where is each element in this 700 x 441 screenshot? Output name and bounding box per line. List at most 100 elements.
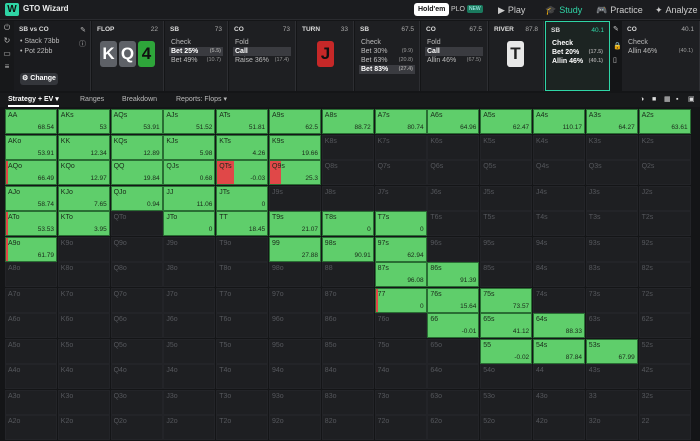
hand-cell[interactable]: T9s 21.07 xyxy=(269,211,321,236)
hand-cell[interactable]: T3o xyxy=(216,389,269,415)
table-icon[interactable]: ▭ xyxy=(3,49,11,58)
hand-cell[interactable]: JTs 0 xyxy=(216,185,269,211)
tab-strategy-ev[interactable]: Strategy + EV ▾ xyxy=(8,93,59,107)
turn-sb-action[interactable]: Bet 30% (9.9) xyxy=(359,47,415,56)
hand-cell[interactable]: ATs 51.81 xyxy=(216,109,269,134)
flop-co-action[interactable]: Raise 36% (17.4) xyxy=(233,56,291,65)
hand-cell[interactable]: 32o xyxy=(585,415,638,440)
hand-cell[interactable]: 87s 96.08 xyxy=(374,262,427,287)
hand-cell[interactable]: 53o xyxy=(480,389,533,415)
hand-cell[interactable]: 65s 41.12 xyxy=(480,313,533,338)
hand-cell[interactable]: QTs -0.03 xyxy=(216,160,269,185)
square-view-icon[interactable]: ■ xyxy=(652,96,657,103)
hand-cell[interactable]: Q4o xyxy=(110,364,163,389)
edit-icon[interactable]: ✎ xyxy=(80,27,86,34)
contrast-icon[interactable]: ◑ xyxy=(640,96,645,103)
hand-cell[interactable]: QJs 0.68 xyxy=(163,160,216,185)
hand-cell[interactable]: 92o xyxy=(269,415,321,440)
hand-cell[interactable]: 43o xyxy=(533,389,585,415)
hand-cell[interactable]: A5o xyxy=(5,338,57,364)
hand-cell[interactable]: T4o xyxy=(216,364,269,389)
hand-cell[interactable]: T6o xyxy=(216,313,269,338)
hand-cell[interactable]: AJs 51.52 xyxy=(163,109,216,134)
hand-cell[interactable]: J5s xyxy=(480,185,533,211)
hand-cell[interactable]: T7s 0 xyxy=(374,211,427,236)
hand-cell[interactable]: K5o xyxy=(57,338,110,364)
hand-cell[interactable]: J6o xyxy=(163,313,216,338)
hand-cell[interactable]: A3s 64.27 xyxy=(585,109,638,134)
hand-cell[interactable]: 77 0 xyxy=(374,287,427,313)
hand-cell[interactable]: K2o xyxy=(57,415,110,440)
hand-cell[interactable]: TT 18.45 xyxy=(216,211,269,236)
hand-cell[interactable]: 95o xyxy=(269,338,321,364)
hand-cell[interactable]: 95s xyxy=(480,236,533,262)
hand-cell[interactable]: A9s 62.5 xyxy=(269,109,321,134)
edit-icon[interactable]: ✎ xyxy=(613,26,619,33)
hand-cell[interactable]: 55 -0.02 xyxy=(480,338,533,364)
hand-cell[interactable]: 76o xyxy=(374,313,427,338)
hand-cell[interactable]: 64s 88.33 xyxy=(533,313,585,338)
hand-cell[interactable]: A3o xyxy=(5,389,57,415)
hand-cell[interactable]: K7o xyxy=(57,287,110,313)
hand-cell[interactable]: ATo 53.53 xyxy=(5,211,57,236)
hand-cell[interactable]: K6o xyxy=(57,313,110,338)
hand-cell[interactable]: A8o xyxy=(5,262,57,287)
river-sb-action[interactable]: Allin 46% (40.1) xyxy=(550,57,605,66)
hand-cell[interactable]: A9o 61.79 xyxy=(5,236,57,262)
hand-cell[interactable]: J9s xyxy=(269,185,321,211)
hand-cell[interactable]: Q9o xyxy=(110,236,163,262)
hand-cell[interactable]: Q7s xyxy=(374,160,427,185)
flop-co-action[interactable]: Fold xyxy=(233,38,291,47)
hand-cell[interactable]: A6s 64.96 xyxy=(427,109,480,134)
hand-cell[interactable]: 64o xyxy=(427,364,480,389)
hand-cell[interactable]: Q6o xyxy=(110,313,163,338)
hand-cell[interactable]: KJo 7.65 xyxy=(57,185,110,211)
hand-cell[interactable]: 93s xyxy=(585,236,638,262)
flop-sb-action[interactable]: Check xyxy=(169,38,223,47)
hand-cell[interactable]: Q7o xyxy=(110,287,163,313)
hand-cell[interactable]: QQ 19.84 xyxy=(110,160,163,185)
hand-cell[interactable]: 85o xyxy=(321,338,374,364)
refresh-icon[interactable]: ↻ xyxy=(3,36,11,45)
hand-cell[interactable]: K8s xyxy=(321,134,374,160)
hand-cell[interactable]: AQs 53.91 xyxy=(110,109,163,134)
hand-cell[interactable]: JTo 0 xyxy=(163,211,216,236)
gametype-holdem-toggle[interactable]: Hold'em xyxy=(414,3,450,16)
hand-cell[interactable]: 84s xyxy=(533,262,585,287)
hand-cell[interactable]: 92s xyxy=(638,236,691,262)
hand-cell[interactable]: Q8s xyxy=(321,160,374,185)
hand-cell[interactable]: T2s xyxy=(638,211,691,236)
hand-cell[interactable]: J3s xyxy=(585,185,638,211)
compact-view-icon[interactable]: ▪ xyxy=(676,96,679,103)
river-sb-action[interactable]: Bet 20% (17.5) xyxy=(550,48,605,57)
hand-cell[interactable]: 74s xyxy=(533,287,585,313)
tab-breakdown[interactable]: Breakdown xyxy=(122,96,158,103)
hand-cell[interactable]: 32s xyxy=(638,389,691,415)
hand-cell[interactable]: KK 12.34 xyxy=(57,134,110,160)
hand-cell[interactable]: 83s xyxy=(585,262,638,287)
hand-cell[interactable]: A4s 110.17 xyxy=(533,109,585,134)
hand-cell[interactable]: 43s xyxy=(585,364,638,389)
river-co-action[interactable]: Check xyxy=(626,38,695,47)
hand-cell[interactable]: K8o xyxy=(57,262,110,287)
hand-cell[interactable]: 75o xyxy=(374,338,427,364)
hand-cell[interactable]: A8s 88.72 xyxy=(321,109,374,134)
hand-cell[interactable]: T3s xyxy=(585,211,638,236)
hand-cell[interactable]: 98s 90.91 xyxy=(321,236,374,262)
gametype-plo-toggle[interactable]: PLO NEW xyxy=(447,3,487,16)
hand-cell[interactable]: 33 xyxy=(585,389,638,415)
hand-cell[interactable]: A4o xyxy=(5,364,57,389)
hand-cell[interactable]: 93o xyxy=(269,389,321,415)
hand-cell[interactable]: 54s 87.84 xyxy=(533,338,585,364)
large-view-icon[interactable]: ▣ xyxy=(688,96,695,103)
hand-cell[interactable]: 82o xyxy=(321,415,374,440)
hand-cell[interactable]: J2s xyxy=(638,185,691,211)
hand-cell[interactable]: A6o xyxy=(5,313,57,338)
grid-view-icon[interactable]: ▦ xyxy=(664,96,671,103)
change-button[interactable]: ⚙ Change xyxy=(20,73,58,85)
nav-play[interactable]: ▶ Play xyxy=(498,3,525,17)
hand-cell[interactable]: J7o xyxy=(163,287,216,313)
hand-cell[interactable]: T5o xyxy=(216,338,269,364)
hand-cell[interactable]: 87o xyxy=(321,287,374,313)
hand-cell[interactable]: AQo 66.49 xyxy=(5,160,57,185)
